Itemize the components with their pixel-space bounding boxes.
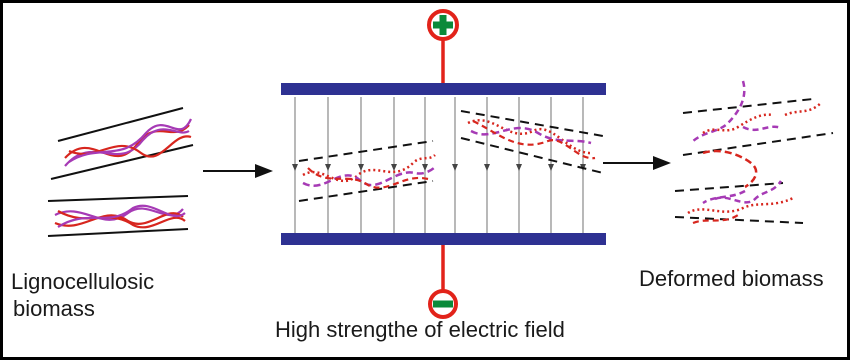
input-label-line2: biomass xyxy=(13,296,95,321)
negative-terminal-icon xyxy=(428,245,458,319)
arrow-right-icon xyxy=(203,164,273,178)
bottom-electrode-plate xyxy=(281,233,606,245)
field-label: High strengthe of electric field xyxy=(275,317,565,342)
input-label-line1: Lignocellulosic xyxy=(11,269,155,294)
deformed-biomass xyxy=(674,80,834,225)
arrow-right-icon xyxy=(603,156,671,170)
biomass-bundle-bottom xyxy=(47,195,189,237)
fiber-in-field-left xyxy=(298,140,436,202)
biomass-bundle-top xyxy=(50,107,194,180)
top-electrode-plate xyxy=(281,83,606,95)
output-label: Deformed biomass xyxy=(639,266,824,291)
field-arrowheads xyxy=(292,164,586,171)
positive-terminal-icon xyxy=(427,9,459,83)
fiber-in-field-right xyxy=(460,110,604,174)
input-label: Lignocellulosic biomass xyxy=(11,268,154,322)
field-lines xyxy=(294,97,584,233)
